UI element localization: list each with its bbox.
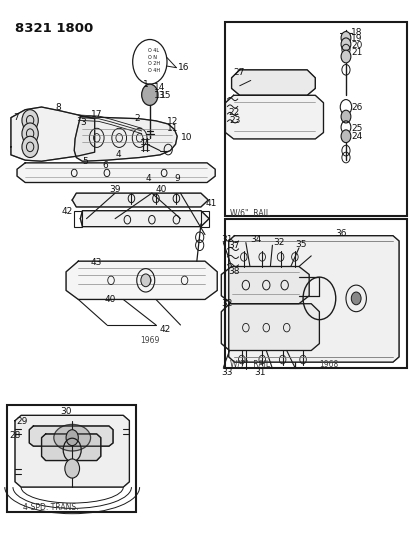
Circle shape bbox=[340, 31, 350, 44]
Text: 4: 4 bbox=[115, 150, 120, 159]
Text: 33: 33 bbox=[221, 368, 232, 377]
Polygon shape bbox=[225, 95, 323, 139]
Text: O N: O N bbox=[147, 54, 156, 60]
Polygon shape bbox=[228, 236, 398, 362]
Text: 41: 41 bbox=[205, 199, 217, 208]
Text: 22: 22 bbox=[228, 108, 239, 117]
Text: 32: 32 bbox=[221, 299, 232, 308]
Text: O 4L: O 4L bbox=[147, 47, 159, 53]
Circle shape bbox=[22, 136, 38, 158]
Text: 31: 31 bbox=[221, 236, 232, 245]
Text: 27: 27 bbox=[233, 68, 245, 77]
Text: 21: 21 bbox=[351, 49, 362, 57]
Circle shape bbox=[22, 110, 38, 131]
Text: 30: 30 bbox=[60, 407, 71, 416]
Text: 1969: 1969 bbox=[140, 336, 159, 345]
Polygon shape bbox=[15, 415, 129, 487]
Text: 37: 37 bbox=[228, 241, 239, 250]
Text: 42: 42 bbox=[160, 325, 171, 334]
Text: 24: 24 bbox=[351, 132, 362, 141]
Text: 14: 14 bbox=[153, 83, 165, 92]
Polygon shape bbox=[29, 426, 113, 446]
Polygon shape bbox=[66, 261, 217, 300]
Text: 20: 20 bbox=[351, 42, 362, 51]
Polygon shape bbox=[72, 193, 208, 207]
Text: 16: 16 bbox=[177, 63, 189, 72]
Text: 42: 42 bbox=[61, 207, 72, 216]
Text: 11: 11 bbox=[167, 124, 178, 133]
Text: 9: 9 bbox=[174, 174, 180, 183]
Text: 10: 10 bbox=[180, 133, 191, 142]
Text: 8321 1800: 8321 1800 bbox=[15, 22, 93, 35]
Text: 6: 6 bbox=[102, 161, 108, 170]
Text: 4-SPD. TRANS.: 4-SPD. TRANS. bbox=[23, 503, 79, 512]
Text: 13: 13 bbox=[153, 91, 165, 100]
Circle shape bbox=[142, 84, 157, 106]
Text: 26: 26 bbox=[351, 102, 362, 111]
Text: 31: 31 bbox=[254, 368, 265, 377]
Text: 23: 23 bbox=[229, 116, 240, 125]
Polygon shape bbox=[231, 70, 315, 95]
Circle shape bbox=[22, 123, 38, 144]
Text: W/6"  RAIL: W/6" RAIL bbox=[229, 209, 269, 218]
Text: 4: 4 bbox=[145, 174, 151, 183]
Circle shape bbox=[340, 130, 350, 143]
Bar bbox=[225, 219, 406, 368]
Text: 38: 38 bbox=[228, 268, 239, 276]
Text: 40: 40 bbox=[105, 295, 116, 304]
Text: 25: 25 bbox=[351, 124, 362, 133]
Bar bbox=[225, 22, 406, 216]
Polygon shape bbox=[221, 266, 308, 304]
Text: 17: 17 bbox=[90, 110, 102, 119]
Text: 29: 29 bbox=[16, 417, 27, 426]
Text: 19: 19 bbox=[351, 35, 362, 44]
Text: 39: 39 bbox=[109, 185, 120, 195]
Text: 43: 43 bbox=[90, 258, 102, 266]
Polygon shape bbox=[74, 117, 177, 161]
Circle shape bbox=[340, 50, 350, 63]
Text: 1: 1 bbox=[143, 80, 148, 89]
Text: 18: 18 bbox=[351, 28, 362, 37]
Text: 8: 8 bbox=[56, 102, 61, 111]
Polygon shape bbox=[17, 163, 215, 182]
Circle shape bbox=[66, 430, 78, 446]
Circle shape bbox=[351, 292, 360, 305]
Text: 15: 15 bbox=[160, 91, 171, 100]
Text: 7: 7 bbox=[13, 113, 19, 122]
Text: O 4H: O 4H bbox=[147, 68, 160, 74]
Circle shape bbox=[340, 110, 350, 123]
Text: 1968: 1968 bbox=[319, 360, 338, 369]
Polygon shape bbox=[41, 434, 101, 461]
Polygon shape bbox=[80, 211, 209, 227]
Text: O 2H: O 2H bbox=[147, 61, 160, 67]
Circle shape bbox=[65, 459, 79, 478]
Circle shape bbox=[340, 38, 350, 51]
Text: 34: 34 bbox=[249, 236, 261, 245]
Text: 35: 35 bbox=[294, 240, 306, 249]
Text: 12: 12 bbox=[167, 117, 178, 126]
Text: 36: 36 bbox=[335, 229, 346, 238]
Bar bbox=[7, 405, 135, 512]
Text: W/7"  RAIL: W/7" RAIL bbox=[229, 360, 269, 369]
Text: 40: 40 bbox=[155, 185, 167, 195]
Text: 28: 28 bbox=[9, 431, 20, 440]
Polygon shape bbox=[11, 107, 94, 161]
Polygon shape bbox=[221, 304, 319, 351]
Ellipse shape bbox=[54, 424, 90, 451]
Text: 5: 5 bbox=[82, 157, 88, 166]
Circle shape bbox=[141, 274, 150, 287]
Text: 2: 2 bbox=[135, 114, 140, 123]
Text: 32: 32 bbox=[273, 238, 284, 247]
Text: 3: 3 bbox=[80, 118, 86, 127]
